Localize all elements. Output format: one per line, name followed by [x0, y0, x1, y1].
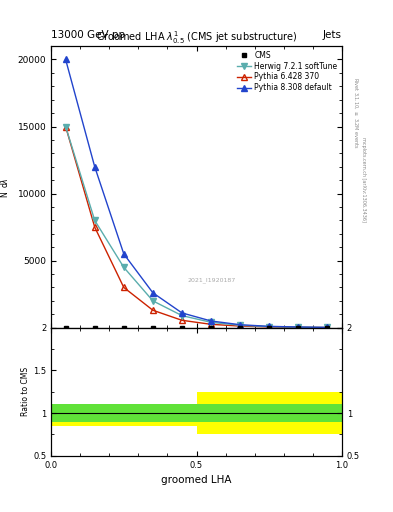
Herwig 7.2.1 softTune [121, 264, 126, 270]
Pythia 6.428 370 [296, 324, 301, 330]
Pythia 6.428 370 [238, 323, 242, 329]
Pythia 6.428 370 [325, 325, 330, 331]
CMS [238, 325, 242, 331]
Herwig 7.2.1 softTune [325, 325, 330, 331]
Herwig 7.2.1 softTune [151, 298, 155, 304]
Text: Jets: Jets [323, 30, 342, 40]
Pythia 8.308 default [238, 322, 242, 328]
Herwig 7.2.1 softTune [238, 322, 242, 328]
Pythia 8.308 default [209, 318, 213, 324]
Herwig 7.2.1 softTune [92, 217, 97, 223]
Pythia 8.308 default [92, 164, 97, 170]
Text: mcplots.cern.ch [arXiv:1306.3436]: mcplots.cern.ch [arXiv:1306.3436] [361, 137, 366, 222]
Line: Herwig 7.2.1 softTune: Herwig 7.2.1 softTune [63, 124, 330, 330]
Pythia 6.428 370 [63, 123, 68, 130]
Pythia 8.308 default [63, 56, 68, 62]
CMS [209, 325, 213, 331]
CMS [325, 325, 330, 331]
Herwig 7.2.1 softTune [180, 312, 184, 318]
Legend: CMS, Herwig 7.2.1 softTune, Pythia 6.428 370, Pythia 8.308 default: CMS, Herwig 7.2.1 softTune, Pythia 6.428… [234, 48, 340, 95]
X-axis label: groomed LHA: groomed LHA [161, 475, 232, 485]
Pythia 6.428 370 [180, 317, 184, 324]
Pythia 6.428 370 [92, 224, 97, 230]
Herwig 7.2.1 softTune [209, 319, 213, 326]
Line: Pythia 6.428 370: Pythia 6.428 370 [62, 123, 331, 331]
CMS [92, 325, 97, 331]
CMS [121, 325, 126, 331]
Pythia 8.308 default [151, 290, 155, 296]
Text: Rivet 3.1.10, $\geq$ 3.2M events: Rivet 3.1.10, $\geq$ 3.2M events [352, 77, 359, 148]
CMS [63, 325, 68, 331]
Line: Pythia 8.308 default: Pythia 8.308 default [63, 57, 330, 330]
Pythia 8.308 default [296, 324, 301, 330]
Pythia 8.308 default [180, 310, 184, 316]
CMS [267, 325, 272, 331]
Herwig 7.2.1 softTune [63, 123, 68, 130]
Herwig 7.2.1 softTune [267, 324, 272, 330]
Herwig 7.2.1 softTune [296, 324, 301, 330]
Pythia 6.428 370 [267, 324, 272, 330]
Pythia 6.428 370 [209, 321, 213, 327]
Pythia 6.428 370 [121, 284, 126, 290]
Pythia 6.428 370 [151, 307, 155, 313]
CMS [151, 325, 155, 331]
Pythia 8.308 default [267, 323, 272, 329]
Text: 2021_I1920187: 2021_I1920187 [188, 277, 236, 283]
Pythia 8.308 default [121, 251, 126, 257]
Text: 13000 GeV pp: 13000 GeV pp [51, 30, 125, 40]
CMS [296, 325, 301, 331]
CMS [180, 325, 184, 331]
Pythia 8.308 default [325, 324, 330, 330]
Y-axis label: $\frac{1}{\mathrm{N}}\,\frac{\mathrm{d}\mathrm{N}}{\mathrm{d}\lambda}$: $\frac{1}{\mathrm{N}}\,\frac{\mathrm{d}\… [0, 176, 12, 198]
Title: Groomed LHA $\lambda^{1}_{0.5}$ (CMS jet substructure): Groomed LHA $\lambda^{1}_{0.5}$ (CMS jet… [96, 29, 297, 46]
Y-axis label: Ratio to CMS: Ratio to CMS [21, 367, 30, 416]
Line: CMS: CMS [64, 326, 329, 330]
